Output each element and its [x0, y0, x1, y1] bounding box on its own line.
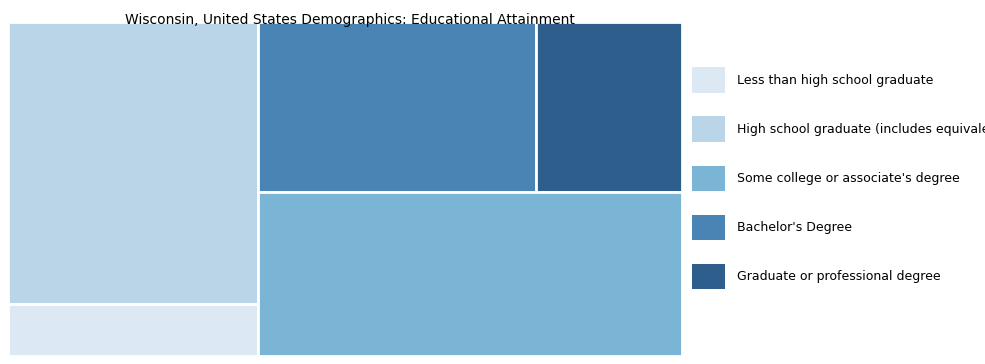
Text: Wisconsin, United States Demographics: Educational Attainment: Wisconsin, United States Demographics: E…: [125, 13, 574, 27]
Text: Graduate or professional degree: Graduate or professional degree: [737, 270, 941, 283]
Text: Less than high school graduate: Less than high school graduate: [737, 74, 933, 87]
Text: Some college or associate's degree: Some college or associate's degree: [737, 172, 959, 185]
Text: Bachelor's Degree: Bachelor's Degree: [737, 221, 852, 234]
Text: High school graduate (includes equivalency): High school graduate (includes equivalen…: [737, 123, 985, 136]
